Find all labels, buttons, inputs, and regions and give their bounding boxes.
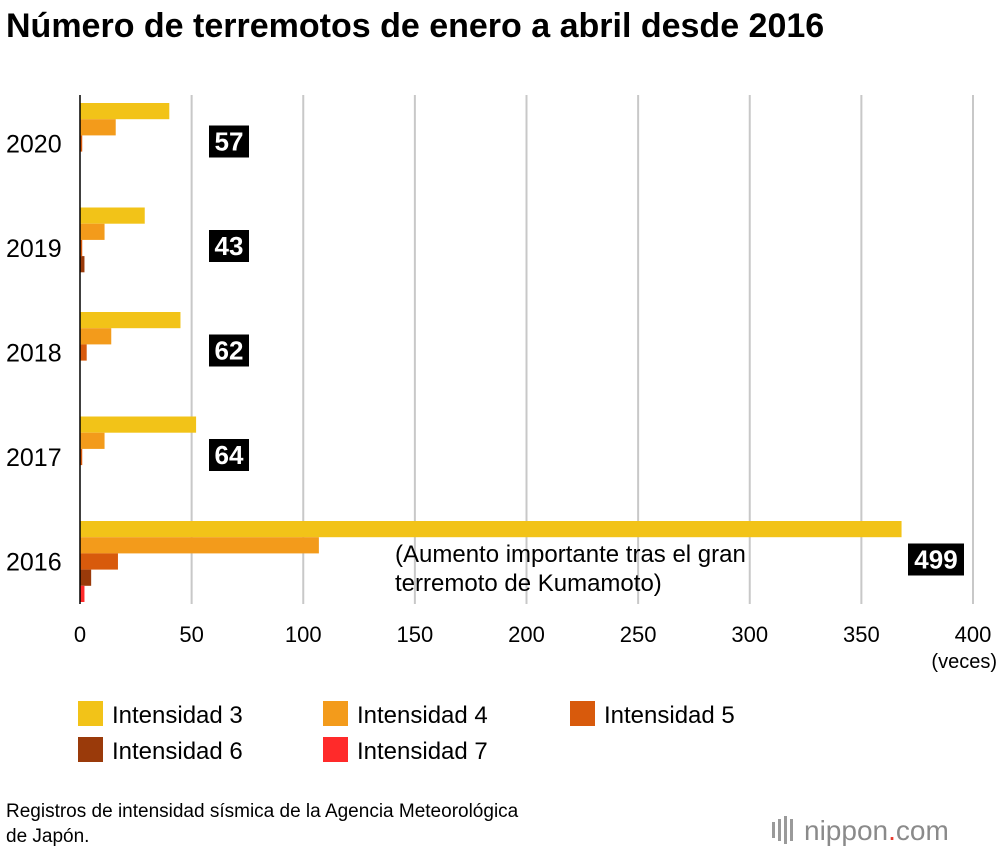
bar-2017-intensity-4 [80,432,105,449]
total-badge-bg [209,334,249,367]
annotation-line-2: terremoto de Kumamoto) [395,570,662,597]
source-line-1: Registros de intensidad sísmica de la Ag… [6,801,519,822]
legend-label: Intensidad 7 [357,738,488,765]
legend-swatch [323,701,348,726]
bar-2019-intensity-5 [80,239,83,257]
bar-2020-intensity-3 [80,103,170,120]
bar-2016-intensity-3 [80,521,902,538]
year-label-2017: 2017 [6,444,62,472]
x-tick-label: 300 [731,622,768,647]
bar-2019-intensity-6 [80,256,85,273]
year-label-2016: 2016 [6,549,62,577]
brand-name: nippon.com [804,815,949,846]
total-badge-bg [209,125,249,158]
x-tick-labels: 0 50 100 150 200 250 300 350 400 [74,622,991,647]
x-tick-label: 100 [285,622,322,647]
x-tick-label: 250 [620,622,657,647]
nippon-logo: nippon.com [772,815,949,846]
x-tick-label: 200 [508,622,545,647]
bar-2018-intensity-3 [80,312,181,329]
bar-2016-intensity-7 [80,585,85,602]
bar-2019-intensity-3 [80,207,145,224]
total-badge-2018: 62 [209,334,249,367]
source-line-2: de Japón. [6,826,89,847]
bar-2017-intensity-3 [80,416,197,433]
legend-swatch [78,737,103,762]
bar-2020-intensity-5 [80,135,83,152]
legend-label: Intensidad 5 [604,702,735,729]
x-tick-label: 0 [74,622,86,647]
year-label-2020: 2020 [6,131,62,159]
legend-label: Intensidad 3 [112,702,243,729]
bar-2016-intensity-4 [80,537,319,554]
bars [80,103,902,602]
legend-label: Intensidad 6 [112,738,243,765]
total-badge-bg [209,439,249,471]
x-unit-label: (veces) [931,651,997,673]
legend-label: Intensidad 4 [357,702,488,729]
year-label-2019: 2019 [6,235,62,263]
total-value-2019: 43 [215,231,244,261]
chart-title: Número de terremotos de enero a abril de… [6,7,824,45]
logo-mark-icon [772,816,793,844]
total-value-2018: 62 [215,336,244,366]
total-value-2016: 499 [914,545,957,575]
gridlines [190,95,974,604]
legend-item-intensity-6: Intensidad 6 [78,737,243,765]
legend-swatch [323,737,348,762]
x-tick-label: 50 [179,622,203,647]
bar-2020-intensity-4 [80,119,116,136]
legend-swatch [78,701,103,726]
brand-word: nippon [804,815,888,846]
legend-item-intensity-4: Intensidad 4 [323,701,488,729]
brand-suffix: com [896,815,949,846]
total-badge-2017: 64 [209,439,249,471]
total-badge-2020: 57 [209,125,249,158]
total-badges: 57 43 62 64 499 [209,125,964,576]
bar-2018-intensity-5 [80,344,87,361]
legend-item-intensity-5: Intensidad 5 [570,701,735,729]
total-badge-bg [908,543,964,576]
bar-2016-intensity-5 [80,553,118,570]
bar-2019-intensity-4 [80,223,105,240]
total-badge-2019: 43 [209,230,249,262]
total-badge-bg [209,230,249,262]
brand-dot: . [888,815,896,846]
legend-item-intensity-3: Intensidad 3 [78,701,243,729]
x-tick-label: 150 [397,622,434,647]
year-labels: 2020 2019 2018 2017 2016 [6,131,62,577]
x-tick-label: 350 [843,622,880,647]
legend: Intensidad 3 Intensidad 4 Intensidad 5 Inte… [78,701,735,765]
legend-item-intensity-7: Intensidad 7 [323,737,488,765]
total-value-2017: 64 [215,440,244,470]
year-label-2018: 2018 [6,340,62,368]
bar-2016-intensity-6 [80,569,92,586]
bar-2018-intensity-4 [80,328,112,345]
legend-swatch [570,701,595,726]
total-badge-2016: 499 [908,543,964,576]
annotation-line-1: (Aumento importante tras el gran [395,541,746,568]
x-tick-label: 400 [955,622,992,647]
total-value-2020: 57 [215,127,244,157]
bar-2017-intensity-5 [80,448,83,466]
